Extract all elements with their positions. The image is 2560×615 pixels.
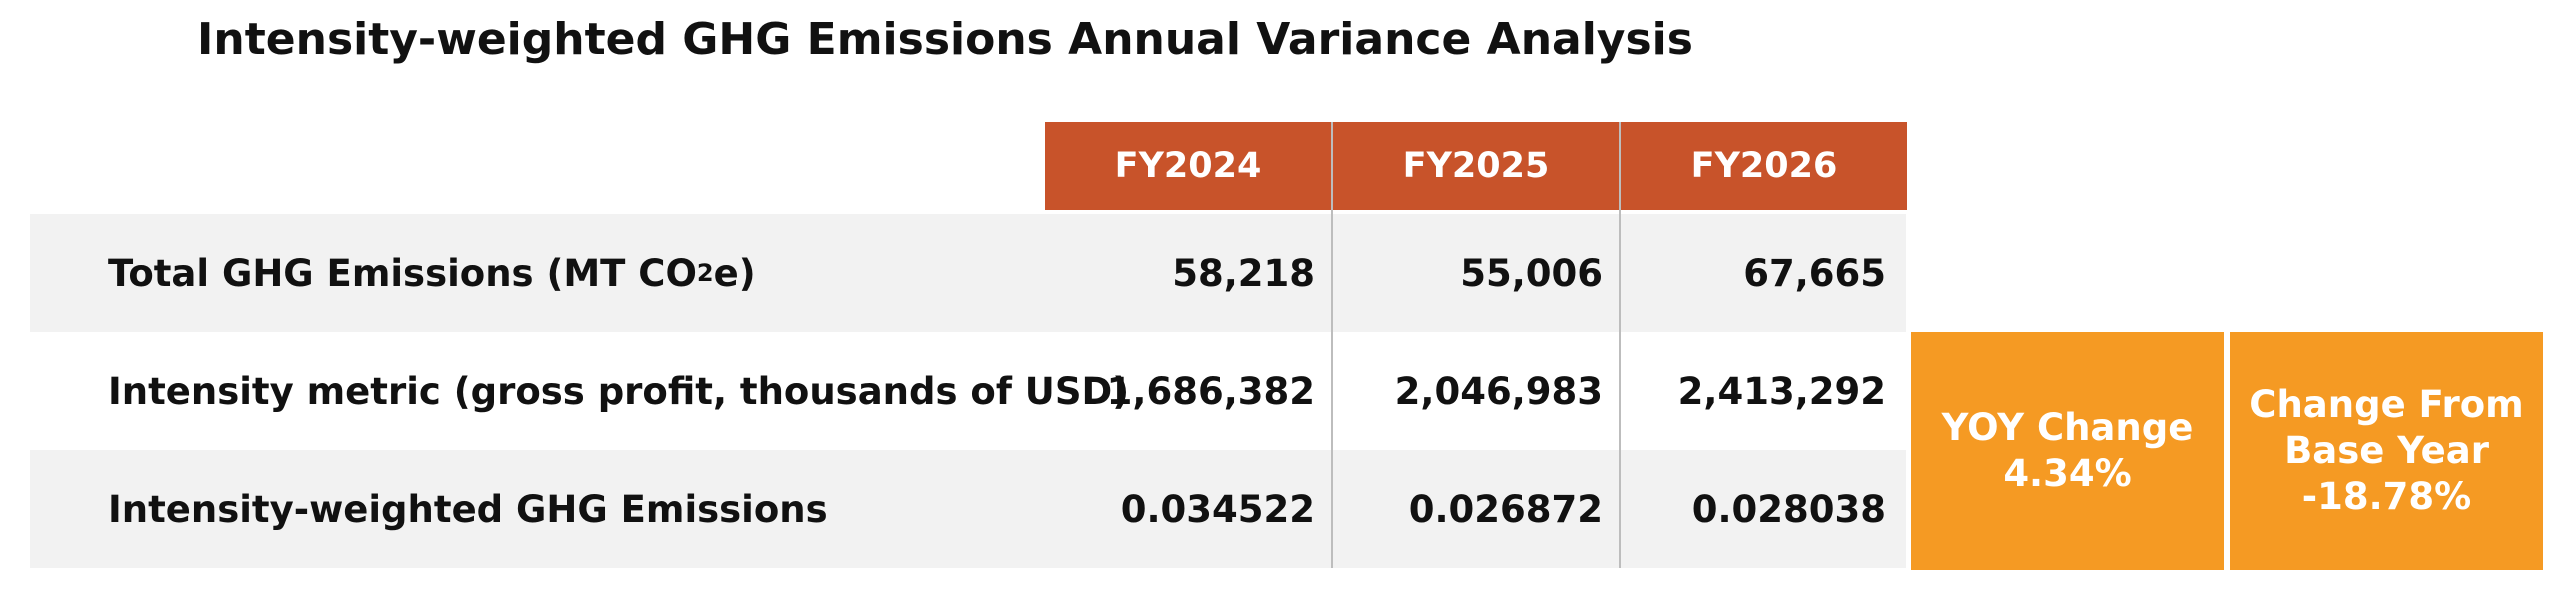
- yoy-change-box: YOY Change 4.34%: [1911, 332, 2224, 570]
- row-label-text: Total GHG Emissions (MT CO: [108, 251, 697, 295]
- cell-value: 0.028038: [1691, 487, 1886, 531]
- yoy-change-value: 4.34%: [2003, 452, 2132, 495]
- row-label-intensity-weighted: Intensity-weighted GHG Emissions: [108, 487, 828, 531]
- cell-value: 58,218: [1172, 251, 1315, 295]
- table-row: Intensity metric (gross profit, thousand…: [30, 332, 1906, 450]
- cell-value: 0.034522: [1120, 487, 1315, 531]
- yoy-change-title: YOY Change: [1941, 406, 2194, 449]
- base-year-change-title-2: Base Year: [2284, 429, 2489, 472]
- base-year-change-box: Change From Base Year -18.78%: [2230, 332, 2543, 570]
- row-label-intensity-metric: Intensity metric (gross profit, thousand…: [108, 369, 1130, 413]
- row-label-tail: e): [713, 251, 756, 295]
- base-year-change-value: -18.78%: [2301, 475, 2472, 518]
- cell-value: 2,413,292: [1677, 369, 1886, 413]
- cell-value: 0.026872: [1408, 487, 1603, 531]
- table-row: Intensity-weighted GHG Emissions 0.03452…: [30, 450, 1906, 568]
- base-year-change-title-1: Change From: [2249, 383, 2524, 426]
- cell-value: 67,665: [1743, 251, 1886, 295]
- column-header-fy2024: FY2024: [1045, 122, 1331, 210]
- cell-value: 2,046,983: [1394, 369, 1603, 413]
- column-header-fy2026: FY2026: [1621, 122, 1907, 210]
- row-label-total-ghg: Total GHG Emissions (MT CO 2 e): [108, 251, 756, 295]
- table-row: Total GHG Emissions (MT CO 2 e) 58,218 55,…: [30, 214, 1906, 332]
- cell-value: 1,686,382: [1106, 369, 1315, 413]
- column-divider: [1331, 122, 1333, 568]
- cell-value: 55,006: [1460, 251, 1603, 295]
- column-header-fy2025: FY2025: [1333, 122, 1619, 210]
- column-divider: [1619, 122, 1621, 568]
- page-title: Intensity-weighted GHG Emissions Annual …: [197, 14, 1693, 65]
